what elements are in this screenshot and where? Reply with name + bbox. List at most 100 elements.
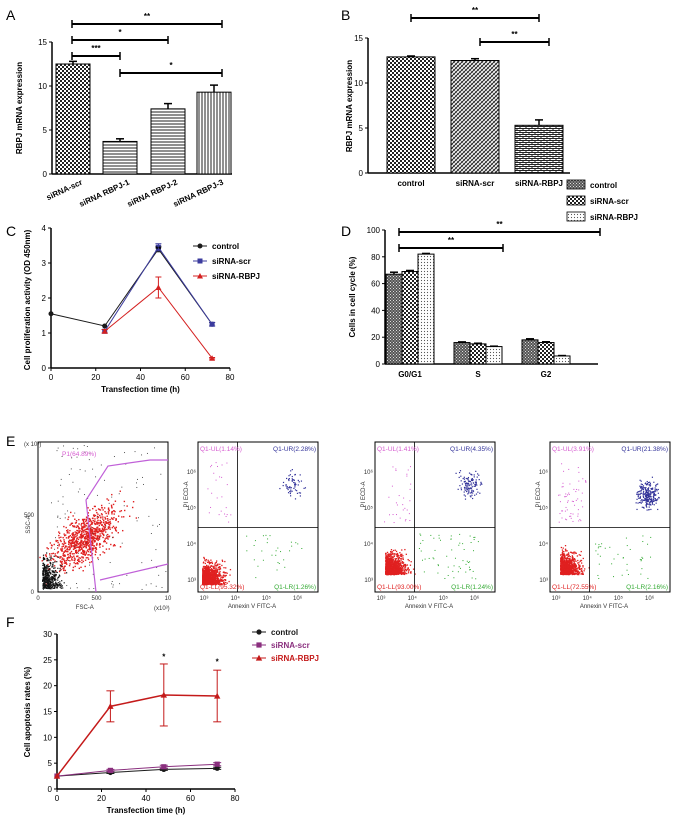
flow-fsc-event-red — [74, 551, 77, 554]
flow-fsc-y-tick: 0 — [31, 590, 35, 596]
flow-fsc-event-red — [111, 513, 113, 515]
flow-quad-event-ur — [286, 487, 288, 489]
panel-a-y-tick-label: 5 — [43, 126, 48, 135]
flow-fsc-event-black — [44, 586, 46, 588]
flow-quad-event-ll — [402, 573, 404, 575]
flow-fsc-event-red — [61, 558, 63, 561]
flow-fsc-y-tick: 500 — [24, 513, 35, 519]
flow-fsc-event-red — [60, 568, 62, 571]
flow-quad-event-ll — [565, 558, 567, 561]
flow-quad-event-ll — [401, 566, 404, 568]
flow-fsc-event-red — [50, 555, 52, 557]
flow-quad-event-ll — [202, 575, 204, 577]
flow-quad-event-ll — [390, 562, 392, 565]
flow-fsc-event-black — [47, 559, 49, 561]
flow-fsc-event-red — [115, 518, 117, 520]
flow-quad-event-lr — [438, 537, 440, 539]
flow-fsc-event-sparse — [112, 584, 114, 586]
flow-fsc-event-red — [78, 528, 80, 530]
flow-fsc-event-black — [58, 574, 60, 576]
flow-quad-event-ur — [460, 475, 462, 477]
flow-quad-event-ll — [391, 555, 393, 558]
flow-quad-event-ll — [391, 568, 393, 570]
flow-quad-event-ur — [467, 485, 469, 487]
panel-d-x-tick-label: G0/G1 — [398, 370, 422, 379]
flow-fsc-event-red — [91, 529, 94, 531]
flow-quad-event-ur — [465, 477, 467, 480]
flow-fsc-event-red — [94, 553, 97, 556]
flow-fsc-event-red — [113, 527, 116, 529]
flow-quad-event-ll — [204, 581, 206, 583]
flow-fsc-event-red — [70, 556, 72, 558]
flow-quad-event-ll — [387, 566, 389, 568]
flow-fsc-event-black — [42, 554, 45, 556]
flow-quad-event-ll — [401, 553, 403, 555]
flow-quad-event-ll — [566, 573, 568, 575]
flow-quad-event-ll — [220, 580, 222, 582]
flow-fsc-event-sparse — [43, 589, 45, 590]
flow-quad-event-ll — [391, 557, 393, 559]
flow-quad-event-ll — [202, 570, 204, 572]
flow-quad-event-ll — [205, 566, 208, 568]
flow-fsc-event-red — [106, 537, 108, 539]
flow-fsc-event-sparse — [87, 526, 89, 528]
flow-fsc-event-red — [89, 561, 91, 564]
flow-fsc-event-red — [80, 540, 83, 543]
flow-fsc-event-red — [96, 538, 98, 541]
flow-quad-event-lr — [262, 559, 264, 561]
flow-quad-event-ll — [208, 575, 210, 578]
flow-quad-event-ll — [392, 559, 394, 561]
flow-fsc-event-red — [93, 522, 96, 524]
flow-quad-event-ll — [217, 578, 220, 580]
flow-quad-event-ll — [569, 565, 571, 567]
flow-fsc-event-red — [66, 559, 69, 561]
flow-fsc-event-sparse — [150, 583, 152, 585]
flow-fsc-event-red — [85, 516, 88, 518]
flow-quad-event-ll — [397, 572, 399, 574]
flow-quad-event-lr — [257, 565, 259, 567]
flow-fsc-event-red — [90, 526, 92, 528]
flow-quad-event-ll — [569, 556, 571, 558]
flow-fsc-event-red — [89, 524, 91, 527]
flow-quad-event-ll — [385, 568, 388, 570]
flow-quad-event-lr — [261, 550, 263, 552]
flow-fsc-event-red — [47, 563, 49, 566]
flow-fsc-event-black — [60, 583, 62, 586]
flow-fsc-event-red — [61, 563, 63, 566]
flow-quad-event-ll — [407, 570, 410, 572]
flow-quad-event-ur — [458, 476, 460, 479]
flow-quad-event-ur — [288, 478, 290, 481]
flow-quad-event-ll — [575, 566, 577, 569]
flow-fsc-event-black — [52, 581, 54, 583]
flow-fsc-event-red — [70, 541, 72, 544]
flow-fsc-event-red — [79, 537, 81, 539]
flow-fsc-event-red — [89, 554, 92, 557]
flow-quad-event-ll — [395, 561, 397, 563]
flow-fsc-event-red — [74, 522, 77, 524]
flow-quad-event-ll — [216, 571, 218, 574]
flow-quad-event-ll — [214, 574, 217, 576]
flow-quad-event-ll — [560, 564, 562, 567]
flow-quad-event-ur — [471, 494, 473, 496]
flow-quad-label-ll: Q1-LL(93.00%) — [377, 584, 421, 591]
flow-fsc-event-black — [60, 564, 62, 567]
flow-quad-event-ll — [565, 563, 567, 565]
flow-fsc-event-red — [89, 519, 92, 521]
flow-fsc-event-red — [104, 529, 106, 531]
flow-quad-event-ur — [471, 490, 473, 492]
flow-quad-event-ll — [204, 578, 207, 580]
flow-fsc-event-red — [59, 557, 61, 559]
flow-quad-event-ll — [393, 563, 395, 565]
flow-quad-event-ll — [404, 563, 407, 566]
flow-fsc-event-red — [89, 518, 91, 521]
flow-fsc-event-red — [82, 570, 84, 572]
flow-quad-event-ll — [562, 565, 565, 568]
flow-fsc-event-red — [99, 514, 101, 517]
flow-quad-event-ul — [409, 519, 411, 521]
panel-d-sig-bracket-2-label: ** — [448, 236, 455, 245]
flow-quad-event-ll — [390, 565, 392, 568]
flow-quad-event-lr — [465, 571, 467, 573]
flow-quad-event-ll — [202, 581, 205, 583]
flow-fsc-event-red — [75, 531, 78, 534]
flow-quad-event-ll — [206, 580, 209, 582]
